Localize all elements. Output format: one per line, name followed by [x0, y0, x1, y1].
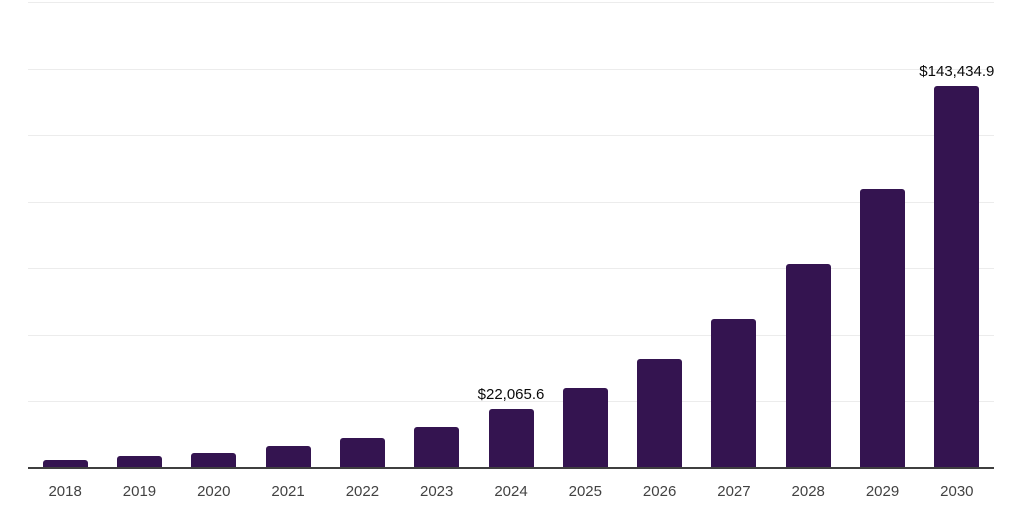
gridline-100000 [28, 201, 994, 203]
x-tick-label-2029: 2029 [865, 483, 900, 500]
x-tick-label-2028: 2028 [791, 483, 825, 500]
x-tick-label-2027: 2027 [717, 483, 751, 500]
x-tick-label-2026: 2026 [642, 483, 677, 500]
bar-2024 [488, 409, 534, 468]
x-tick-label-2021: 2021 [271, 483, 305, 500]
bar-2027 [711, 318, 757, 468]
x-tick-label-2019: 2019 [122, 483, 157, 500]
gridline-50000 [28, 334, 994, 336]
x-tick-label-2025: 2025 [568, 483, 602, 500]
bar-2030 [934, 86, 980, 468]
value-label-2024: $22,065.6 [477, 386, 545, 404]
bar-2020 [191, 452, 237, 468]
bar-2022 [339, 438, 385, 468]
gridline-25000 [28, 401, 994, 403]
bar-2018 [42, 460, 88, 468]
gridline-125000 [28, 135, 994, 137]
gridline-75000 [28, 268, 994, 270]
plot-area [28, 2, 994, 468]
x-tick-label-2030: 2030 [940, 483, 974, 500]
x-tick-label-2018: 2018 [48, 483, 82, 500]
gridline-150000 [28, 68, 994, 70]
bar-2021 [265, 446, 311, 468]
bar-2026 [637, 358, 683, 468]
bar-2029 [860, 189, 906, 468]
value-label-2030: $143,434.9 [919, 63, 995, 81]
gridline-175000 [28, 2, 994, 3]
bar-2025 [562, 387, 608, 468]
x-tick-label-2023: 2023 [420, 483, 454, 500]
bar-2028 [785, 264, 831, 468]
x-tick-label-2020: 2020 [197, 483, 231, 500]
bar-2023 [414, 427, 460, 468]
x-tick-label-2022: 2022 [345, 483, 380, 500]
bar-2019 [116, 456, 162, 468]
x-axis-line [28, 467, 994, 469]
x-tick-label-2024: 2024 [494, 483, 528, 500]
